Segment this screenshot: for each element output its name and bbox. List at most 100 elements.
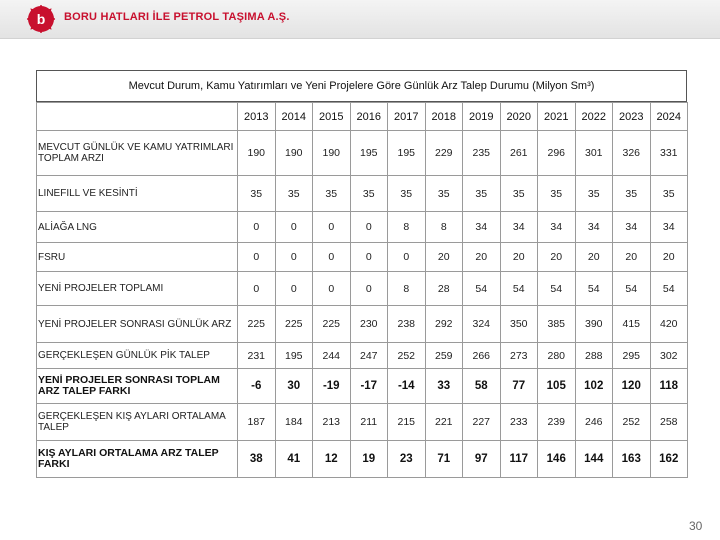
value-cell: 54 [612,271,651,306]
header-corner-cell [36,102,238,131]
value-cell: 0 [312,211,351,243]
row-label: MEVCUT GÜNLÜK VE KAMU YATRIMLARI TOPLAM … [36,130,238,176]
value-cell: 213 [312,403,351,441]
value-cell: 0 [349,211,388,243]
value-cell: 118 [649,368,688,404]
row-label: KIŞ AYLARI ORTALAMA ARZ TALEP FARKI [36,440,238,478]
value-cell: 0 [349,271,388,306]
header-bar: b BORU HATLARI İLE PETROL TAŞIMA A.Ş. [0,0,720,39]
value-cell: 35 [612,175,651,212]
value-cell: 102 [574,368,613,404]
value-cell: 30 [274,368,313,404]
value-cell: 292 [424,305,463,343]
row-label: YENİ PROJELER SONRASI GÜNLÜK ARZ [36,305,238,343]
value-cell: 0 [274,271,313,306]
value-cell: 187 [237,403,276,441]
value-cell: 54 [462,271,501,306]
value-cell: 162 [649,440,688,478]
year-header: 2022 [574,102,613,131]
value-cell: 239 [537,403,576,441]
value-cell: 190 [237,130,276,176]
value-cell: 229 [424,130,463,176]
year-header-row: 2013 2014 2015 2016 2017 2018 2019 2020 2021 2022… [36,102,688,131]
value-cell: 35 [237,175,276,212]
value-cell: 54 [574,271,613,306]
value-cell: 231 [237,342,276,369]
company-name: BORU HATLARI İLE PETROL TAŞIMA A.Ş. [64,11,290,23]
value-cell: 215 [387,403,426,441]
value-cell: 326 [612,130,651,176]
value-cell: 0 [274,242,313,272]
botas-logo-icon: b [27,5,55,33]
value-cell: 195 [349,130,388,176]
value-cell: -14 [387,368,426,404]
value-cell: 0 [237,271,276,306]
supply-demand-table: 2013 2014 2015 2016 2017 2018 2019 2020 2021 2022… [36,102,688,478]
value-cell: 235 [462,130,501,176]
value-cell: 34 [612,211,651,243]
value-cell: 34 [499,211,538,243]
value-cell: 295 [612,342,651,369]
value-cell: 35 [499,175,538,212]
row-label: YENİ PROJELER SONRASI TOPLAM ARZ TALEP F… [36,368,238,404]
value-cell: 324 [462,305,501,343]
value-cell: 280 [537,342,576,369]
value-cell: 28 [424,271,463,306]
year-header: 2024 [649,102,688,131]
value-cell: 20 [612,242,651,272]
value-cell: 71 [424,440,463,478]
table-row: MEVCUT GÜNLÜK VE KAMU YATRIMLARI TOPLAM … [36,130,688,176]
value-cell: 0 [387,242,426,272]
value-cell: 230 [349,305,388,343]
table-row: LINEFILL VE KESİNTİ 35 35 35 35 35 35 35 35 35 35 3… [36,175,688,212]
svg-text:b: b [37,11,46,27]
value-cell: 35 [387,175,426,212]
value-cell: 390 [574,305,613,343]
value-cell: 184 [274,403,313,441]
value-cell: 23 [387,440,426,478]
value-cell: 415 [612,305,651,343]
value-cell: 225 [274,305,313,343]
value-cell: 190 [274,130,313,176]
year-header: 2013 [237,102,276,131]
table-row: KIŞ AYLARI ORTALAMA ARZ TALEP FARKI 38 41 1… [36,440,688,478]
value-cell: 350 [499,305,538,343]
value-cell: 34 [462,211,501,243]
value-cell: 266 [462,342,501,369]
value-cell: 331 [649,130,688,176]
value-cell: 20 [574,242,613,272]
value-cell: 258 [649,403,688,441]
row-label: YENİ PROJELER TOPLAMI [36,271,238,306]
value-cell: -17 [349,368,388,404]
value-cell: 252 [387,342,426,369]
value-cell: 58 [462,368,501,404]
value-cell: 420 [649,305,688,343]
value-cell: 34 [537,211,576,243]
value-cell: 20 [649,242,688,272]
value-cell: 33 [424,368,463,404]
year-header: 2020 [499,102,538,131]
value-cell: 54 [499,271,538,306]
value-cell: -6 [237,368,276,404]
value-cell: 385 [537,305,576,343]
value-cell: 34 [649,211,688,243]
value-cell: -19 [312,368,351,404]
table-title: Mevcut Durum, Kamu Yatırımları ve Yeni P… [36,70,687,102]
year-header: 2015 [312,102,351,131]
year-header: 2023 [612,102,651,131]
row-label: GERÇEKLEŞEN KIŞ AYLARI ORTALAMA TALEP [36,403,238,441]
value-cell: 117 [499,440,538,478]
value-cell: 12 [312,440,351,478]
value-cell: 225 [312,305,351,343]
value-cell: 38 [237,440,276,478]
value-cell: 19 [349,440,388,478]
row-label: GERÇEKLEŞEN GÜNLÜK PİK TALEP [36,342,238,369]
value-cell: 211 [349,403,388,441]
value-cell: 8 [387,271,426,306]
table-row: YENİ PROJELER SONRASI GÜNLÜK ARZ 225 225 22… [36,305,688,343]
value-cell: 247 [349,342,388,369]
value-cell: 105 [537,368,576,404]
year-header: 2017 [387,102,426,131]
value-cell: 261 [499,130,538,176]
value-cell: 8 [387,211,426,243]
